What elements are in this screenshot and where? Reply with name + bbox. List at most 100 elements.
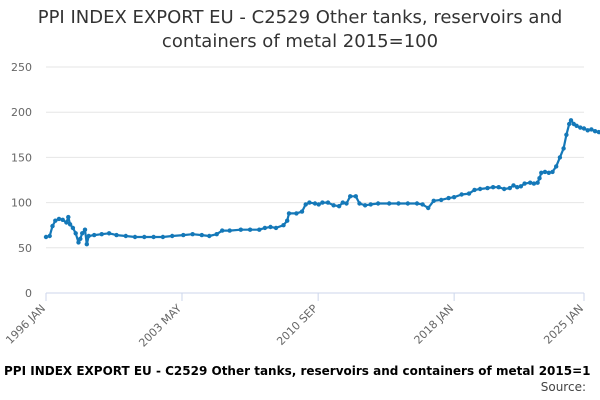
data-point — [574, 123, 579, 128]
data-point — [86, 233, 91, 239]
data-point — [578, 125, 583, 130]
data-point — [316, 202, 321, 207]
data-point — [353, 194, 358, 199]
data-point — [557, 155, 563, 160]
data-point — [507, 185, 512, 191]
data-point — [585, 128, 590, 133]
data-point — [340, 200, 345, 205]
data-point — [522, 181, 527, 186]
data-point — [66, 214, 71, 220]
data-point — [446, 195, 451, 201]
chart-title-line-2: containers of metal 2015=100 — [161, 31, 439, 52]
data-point — [80, 231, 85, 236]
chart-title-line-1: PPI INDEX EXPORT EU - C2529 Other tanks,… — [37, 7, 563, 28]
data-point — [477, 186, 483, 192]
data-point — [299, 209, 305, 214]
x-tick-label: 2018 JAN — [412, 302, 457, 347]
series-layer — [44, 119, 600, 246]
data-point — [439, 197, 444, 203]
data-point — [151, 234, 156, 240]
gridlines — [46, 66, 584, 294]
data-point — [181, 232, 186, 238]
data-point — [472, 187, 477, 193]
data-point — [78, 236, 83, 241]
data-point — [238, 227, 243, 232]
data-point — [281, 223, 286, 228]
data-point — [515, 185, 520, 190]
data-point — [285, 218, 290, 223]
data-point — [426, 205, 431, 211]
data-point — [43, 234, 49, 240]
data-point — [64, 220, 69, 225]
data-point — [431, 198, 436, 203]
footer-source: Source: — [540, 380, 586, 394]
data-point — [303, 202, 308, 207]
data-point — [294, 211, 299, 216]
data-point — [47, 233, 52, 239]
data-point — [307, 200, 312, 205]
data-point — [581, 126, 587, 131]
data-point — [336, 204, 342, 209]
data-point — [518, 184, 524, 189]
data-point — [60, 217, 65, 222]
data-point — [106, 231, 112, 236]
chart-title: PPI INDEX EXPORT EU - C2529 Other tanks,… — [0, 6, 600, 54]
data-point — [592, 129, 598, 134]
data-point — [420, 202, 425, 207]
data-point — [214, 232, 219, 237]
data-point — [485, 185, 490, 191]
data-point — [344, 201, 349, 206]
data-point — [199, 232, 204, 238]
data-point — [76, 240, 81, 245]
data-point — [53, 218, 58, 223]
data-point — [531, 181, 537, 186]
data-point — [50, 223, 55, 229]
data-point — [596, 129, 600, 135]
data-point — [132, 234, 138, 240]
data-point — [170, 233, 175, 239]
data-point — [67, 222, 73, 227]
data-point — [114, 232, 119, 238]
data-point — [73, 231, 78, 236]
y-tick-label: 0 — [25, 287, 32, 300]
y-tick-label: 50 — [18, 242, 32, 255]
data-point — [535, 180, 540, 185]
data-point — [247, 227, 253, 232]
data-point — [220, 228, 225, 233]
data-point — [511, 183, 516, 188]
data-point — [490, 185, 496, 190]
data-point — [257, 227, 262, 232]
data-point — [568, 118, 574, 123]
data-point — [459, 192, 464, 197]
data-point — [348, 194, 353, 199]
data-point — [99, 232, 104, 237]
data-point — [387, 201, 392, 206]
data-point — [546, 170, 551, 175]
data-point — [502, 186, 507, 192]
data-point — [564, 132, 569, 137]
data-point — [207, 233, 212, 239]
data-point — [368, 202, 373, 207]
data-point — [554, 164, 559, 169]
data-point — [82, 227, 88, 232]
data-point — [539, 170, 544, 175]
data-point — [357, 201, 362, 206]
x-tick-label: 2010 SEP — [274, 302, 320, 348]
data-point — [123, 233, 128, 239]
data-point — [589, 127, 594, 132]
data-point — [561, 146, 566, 151]
y-tick-label: 150 — [11, 151, 32, 164]
data-point — [160, 234, 166, 240]
data-point — [325, 200, 331, 205]
data-point — [537, 176, 542, 181]
data-point — [262, 225, 268, 231]
data-point — [273, 225, 279, 231]
data-point — [56, 216, 62, 222]
x-tick-label: 2025 JAN — [541, 302, 586, 347]
points-layer — [43, 118, 600, 247]
data-point — [268, 224, 273, 230]
data-point — [331, 203, 336, 208]
data-point — [414, 201, 420, 206]
series-line — [44, 119, 600, 246]
data-point — [227, 228, 232, 233]
